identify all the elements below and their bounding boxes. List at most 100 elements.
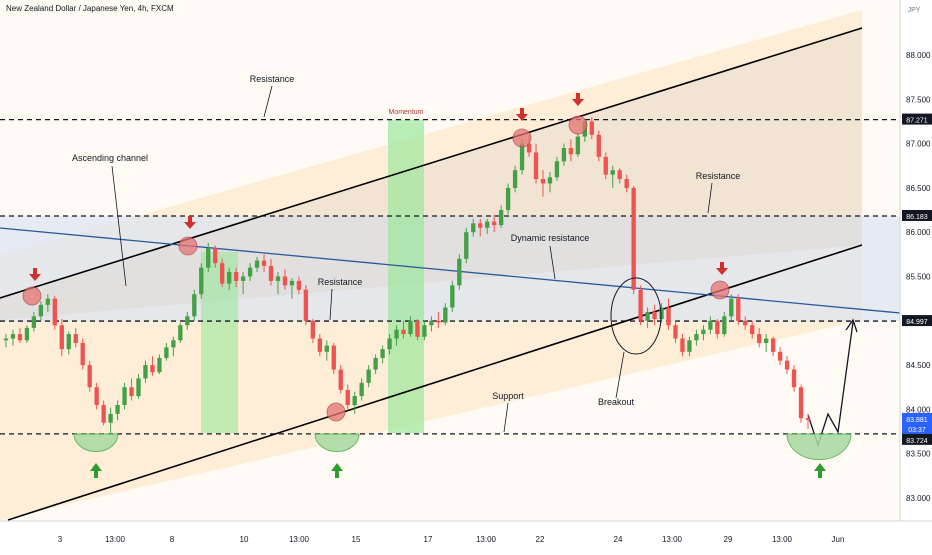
candle-body <box>471 223 476 233</box>
candle-body <box>122 387 127 405</box>
candle-body <box>589 121 594 135</box>
x-axis-band <box>0 521 932 550</box>
candle-body <box>38 304 44 317</box>
candle-body <box>192 294 197 317</box>
support-arc <box>73 433 119 453</box>
label-momentum: Momentum <box>388 109 423 116</box>
candle-body <box>729 298 734 317</box>
candle-body <box>24 327 30 341</box>
label-resistance-mid: Resistance <box>318 277 363 287</box>
candle-body <box>80 342 85 366</box>
momentum-zone <box>388 119 424 433</box>
x-tick-label: 13:00 <box>476 535 497 544</box>
candle-body <box>45 298 51 305</box>
y-tick-label: 86.000 <box>906 228 931 237</box>
candle-body <box>701 329 706 335</box>
candle-body <box>464 232 469 259</box>
candle-body <box>436 320 441 323</box>
price-tag <box>902 412 932 424</box>
candle-body <box>777 351 783 361</box>
price-tag-label: 86.183 <box>906 214 928 221</box>
candle-body <box>408 320 413 335</box>
candle-body <box>268 265 274 281</box>
touch-circle-1 <box>178 236 198 256</box>
candle-body <box>324 345 329 352</box>
price-tag-label: 84.997 <box>906 319 928 326</box>
touch-circle-0 <box>22 286 42 306</box>
price-tag-label: 03:37 <box>908 427 926 434</box>
y-tick-label: 83.000 <box>906 494 931 503</box>
candle-body <box>715 320 720 335</box>
support-arc <box>314 433 360 453</box>
candle-body <box>561 148 567 162</box>
candle-body <box>645 311 650 321</box>
candle-body <box>805 418 811 421</box>
x-tick-label: 22 <box>536 535 545 544</box>
candle-body <box>220 263 225 284</box>
x-tick-label: 3 <box>58 535 63 544</box>
x-tick-label: 13:00 <box>662 535 683 544</box>
label-breakout: Breakout <box>598 397 635 407</box>
candle-body <box>498 210 504 226</box>
candle-body <box>485 221 490 228</box>
touch-circle-2 <box>512 128 532 148</box>
candle-body <box>317 338 322 352</box>
candle-body <box>275 276 281 281</box>
candle-body <box>750 325 755 335</box>
candle-body <box>631 187 636 290</box>
annotation-pointer <box>329 288 333 321</box>
candle-body <box>185 316 190 326</box>
candle-body <box>457 258 462 286</box>
candle-body <box>666 307 671 326</box>
candle-body <box>157 358 162 373</box>
candle-body <box>415 320 420 337</box>
candle-body <box>784 360 790 370</box>
up-arrow-icon <box>814 463 826 478</box>
candle-body <box>763 338 769 343</box>
y-axis-unit: JPY <box>908 7 921 14</box>
candle-body <box>540 179 546 184</box>
breakout-circle <box>610 277 662 355</box>
candle-body <box>331 345 336 370</box>
x-tick-label: 13:00 <box>772 535 793 544</box>
candle-body <box>505 187 511 211</box>
candle-body <box>401 329 406 335</box>
candle-body <box>129 387 134 397</box>
candle-body <box>233 272 239 281</box>
candle-body <box>394 329 399 339</box>
candle-body <box>757 334 762 343</box>
candle-body <box>136 378 141 397</box>
candle-body <box>303 289 309 321</box>
support-arc <box>786 433 852 461</box>
x-tick-label: 8 <box>170 535 175 544</box>
candle-body <box>345 389 350 405</box>
touch-circle-3 <box>568 115 588 135</box>
candle-body <box>310 320 316 339</box>
y-tick-label: 85.500 <box>906 273 931 282</box>
candle-body <box>115 404 120 414</box>
y-tick-label: 84.000 <box>906 405 931 414</box>
up-arrow-icon <box>90 463 102 478</box>
candle-body <box>575 136 581 155</box>
candle-body <box>150 365 155 373</box>
price-tag <box>902 422 932 434</box>
candle-body <box>568 148 574 155</box>
price-tag-label: 87.271 <box>906 118 928 125</box>
candle-body <box>359 382 364 397</box>
price-tag <box>902 315 932 327</box>
candle-body <box>526 143 532 153</box>
candle-body <box>171 340 176 348</box>
dynamic-resistance-line <box>0 227 901 314</box>
candle-body <box>227 272 232 284</box>
candle-body <box>429 320 434 326</box>
candle-body <box>73 334 78 343</box>
candle-body <box>791 369 797 388</box>
candle-body <box>282 276 288 286</box>
y-tick-label: 83.500 <box>906 450 931 459</box>
down-arrow-icon <box>184 216 196 229</box>
candle-body <box>638 289 643 321</box>
candle-body <box>31 316 37 328</box>
candle-body <box>240 276 246 281</box>
